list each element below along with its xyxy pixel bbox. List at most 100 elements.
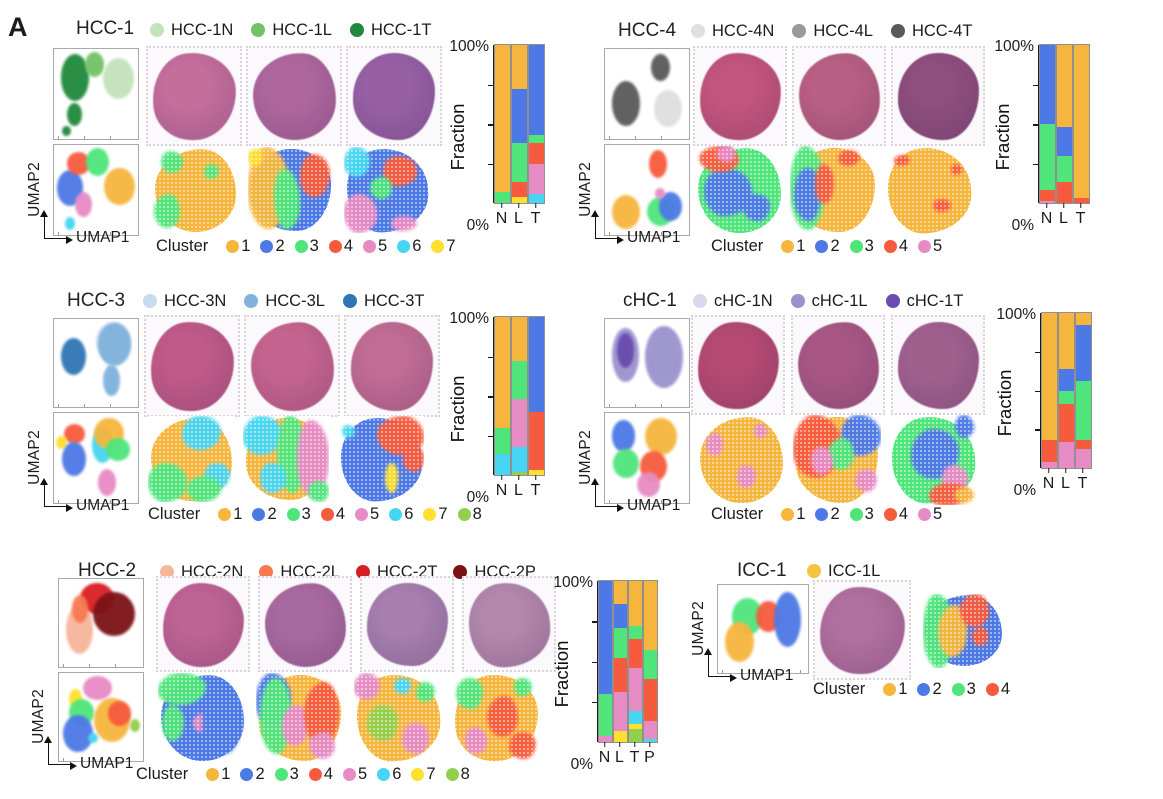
cluster-number: 3	[301, 505, 311, 523]
cluster-color-dot	[355, 508, 369, 521]
umap-point-cluster	[658, 191, 683, 221]
sample-label: HCC-3N	[164, 291, 227, 310]
tissue-section	[796, 320, 880, 411]
spot-map-cluster-region	[369, 176, 392, 199]
umap1-axis-label: UMAP1	[76, 496, 130, 514]
bar-segment-cluster-2	[1059, 368, 1074, 391]
bar-category-label: T	[1073, 210, 1088, 228]
panel-title: HCC-2	[78, 560, 137, 581]
cluster-color-dot	[294, 240, 308, 253]
tissue-section	[897, 52, 979, 141]
tissue-section	[251, 51, 337, 142]
fraction-axis: 100% Fraction 0%	[551, 574, 597, 773]
axis-tick	[488, 435, 493, 438]
bar-segment-cluster-3	[495, 191, 510, 203]
cluster-legend-item: 5	[918, 505, 942, 524]
bar-segment-cluster-1	[1074, 45, 1089, 199]
bar-category-label: T	[1075, 475, 1090, 493]
cluster-number: 2	[932, 680, 942, 698]
umap-by-cluster	[604, 412, 690, 504]
spot-map-cluster-region	[486, 694, 519, 737]
sample-color-dot	[251, 23, 266, 37]
umap-point-cluster	[104, 167, 135, 206]
spot-map-row	[695, 146, 973, 234]
sample-color-dot	[244, 294, 259, 308]
spatial-cluster-map	[889, 415, 977, 505]
cluster-legend: Cluster 1 2 3 4 5 6 7	[156, 237, 456, 256]
cluster-legend-item: 1	[226, 237, 250, 256]
cluster-number: 8	[460, 765, 470, 783]
umap-point-cluster	[725, 621, 754, 662]
panel-title: cHC-1	[623, 290, 677, 311]
umap-by-sample	[58, 578, 144, 668]
sample-label: HCC-1N	[171, 20, 234, 39]
cluster-number: 1	[233, 505, 243, 523]
spot-map-cluster-region	[402, 446, 424, 472]
cluster-legend: Cluster 1 2 3 4 5	[711, 505, 942, 524]
sample-label: ICC-1L	[828, 561, 881, 580]
cluster-color-dot	[883, 240, 897, 253]
tissue-section	[366, 582, 448, 667]
axis-label-100: 100%	[996, 306, 1036, 323]
bar-segment-cluster-3	[495, 427, 510, 455]
cluster-legend: Cluster 1 2 3 4 5 6 7	[136, 765, 470, 784]
bar-segment-cluster-1	[512, 317, 527, 362]
cluster-color-dot	[320, 508, 334, 521]
cluster-number: 3	[309, 237, 319, 255]
fraction-axis-title: Fraction	[447, 375, 468, 442]
axis-tick	[1035, 429, 1040, 431]
cluster-legend-item: 4	[328, 237, 353, 256]
sample-label: HCC-1T	[370, 20, 432, 39]
stacked-bar-L	[511, 44, 528, 204]
bar-segment-cluster-1	[1059, 313, 1074, 369]
bar-segment-cluster-4	[1074, 198, 1089, 203]
panel-title: HCC-4	[618, 20, 677, 41]
bar-category-label: N	[598, 749, 611, 766]
bar-segment-cluster-2	[512, 89, 527, 143]
spot-map-cluster-region	[959, 594, 990, 628]
umap-point-cluster	[71, 594, 89, 623]
stacked-bar-N	[1041, 312, 1058, 469]
cluster-legend: Cluster 1 2 3 4 5	[711, 237, 942, 256]
cluster-legend-item: 4	[308, 765, 333, 784]
umap2-axis-label: UMAP2	[26, 429, 43, 485]
bar-segment-cluster-6	[529, 193, 544, 203]
bar-segment-cluster-5	[614, 692, 627, 731]
cluster-color-dot	[918, 508, 932, 521]
bar-segment-cluster-6	[512, 446, 527, 472]
spot-map-cluster-region	[367, 704, 398, 741]
spatial-cluster-map	[790, 146, 878, 234]
sample-legend-item: cHC-1L	[790, 292, 868, 311]
bar-segment-cluster-4	[512, 182, 527, 197]
stacked-bar-T	[1075, 312, 1092, 469]
spot-map-cluster-region	[954, 415, 975, 438]
umap-point-cluster	[85, 147, 110, 177]
cluster-legend-item: 1	[206, 765, 230, 784]
umap-axis-arrows: UMAP1	[703, 648, 793, 684]
cluster-legend: Cluster 1 2 3 4 5 6 7	[148, 505, 482, 524]
fraction-axis: 100% Fraction 0%	[447, 310, 493, 506]
cluster-legend-item: 3	[951, 680, 976, 699]
umap-by-cluster	[53, 412, 139, 504]
spot-map-cluster-region	[743, 194, 770, 221]
cluster-color-dot	[951, 683, 965, 696]
sample-color-dot	[691, 24, 705, 38]
cluster-color-dot	[328, 240, 342, 253]
spot-map-cluster-region	[202, 691, 242, 754]
bar-segment-cluster-1	[1057, 45, 1072, 128]
bar-segment-cluster-6	[644, 738, 657, 742]
axis-tick	[1035, 351, 1040, 354]
stacked-bar-L	[1056, 44, 1073, 204]
bar-category-label: T	[528, 482, 543, 500]
cluster-number: 5	[378, 237, 388, 255]
sample-legend: HCC-3N HCC-3L HCC-3T	[143, 292, 424, 310]
umap-point-cluster	[616, 333, 634, 369]
umap1-axis-label: UMAP1	[76, 228, 130, 246]
umap-point-cluster	[63, 715, 93, 753]
sample-label: HCC-4L	[813, 21, 873, 40]
axis-label-0: 0%	[466, 217, 489, 234]
spot-map-cluster-region	[402, 722, 429, 754]
spatial-cluster-map	[344, 147, 430, 233]
